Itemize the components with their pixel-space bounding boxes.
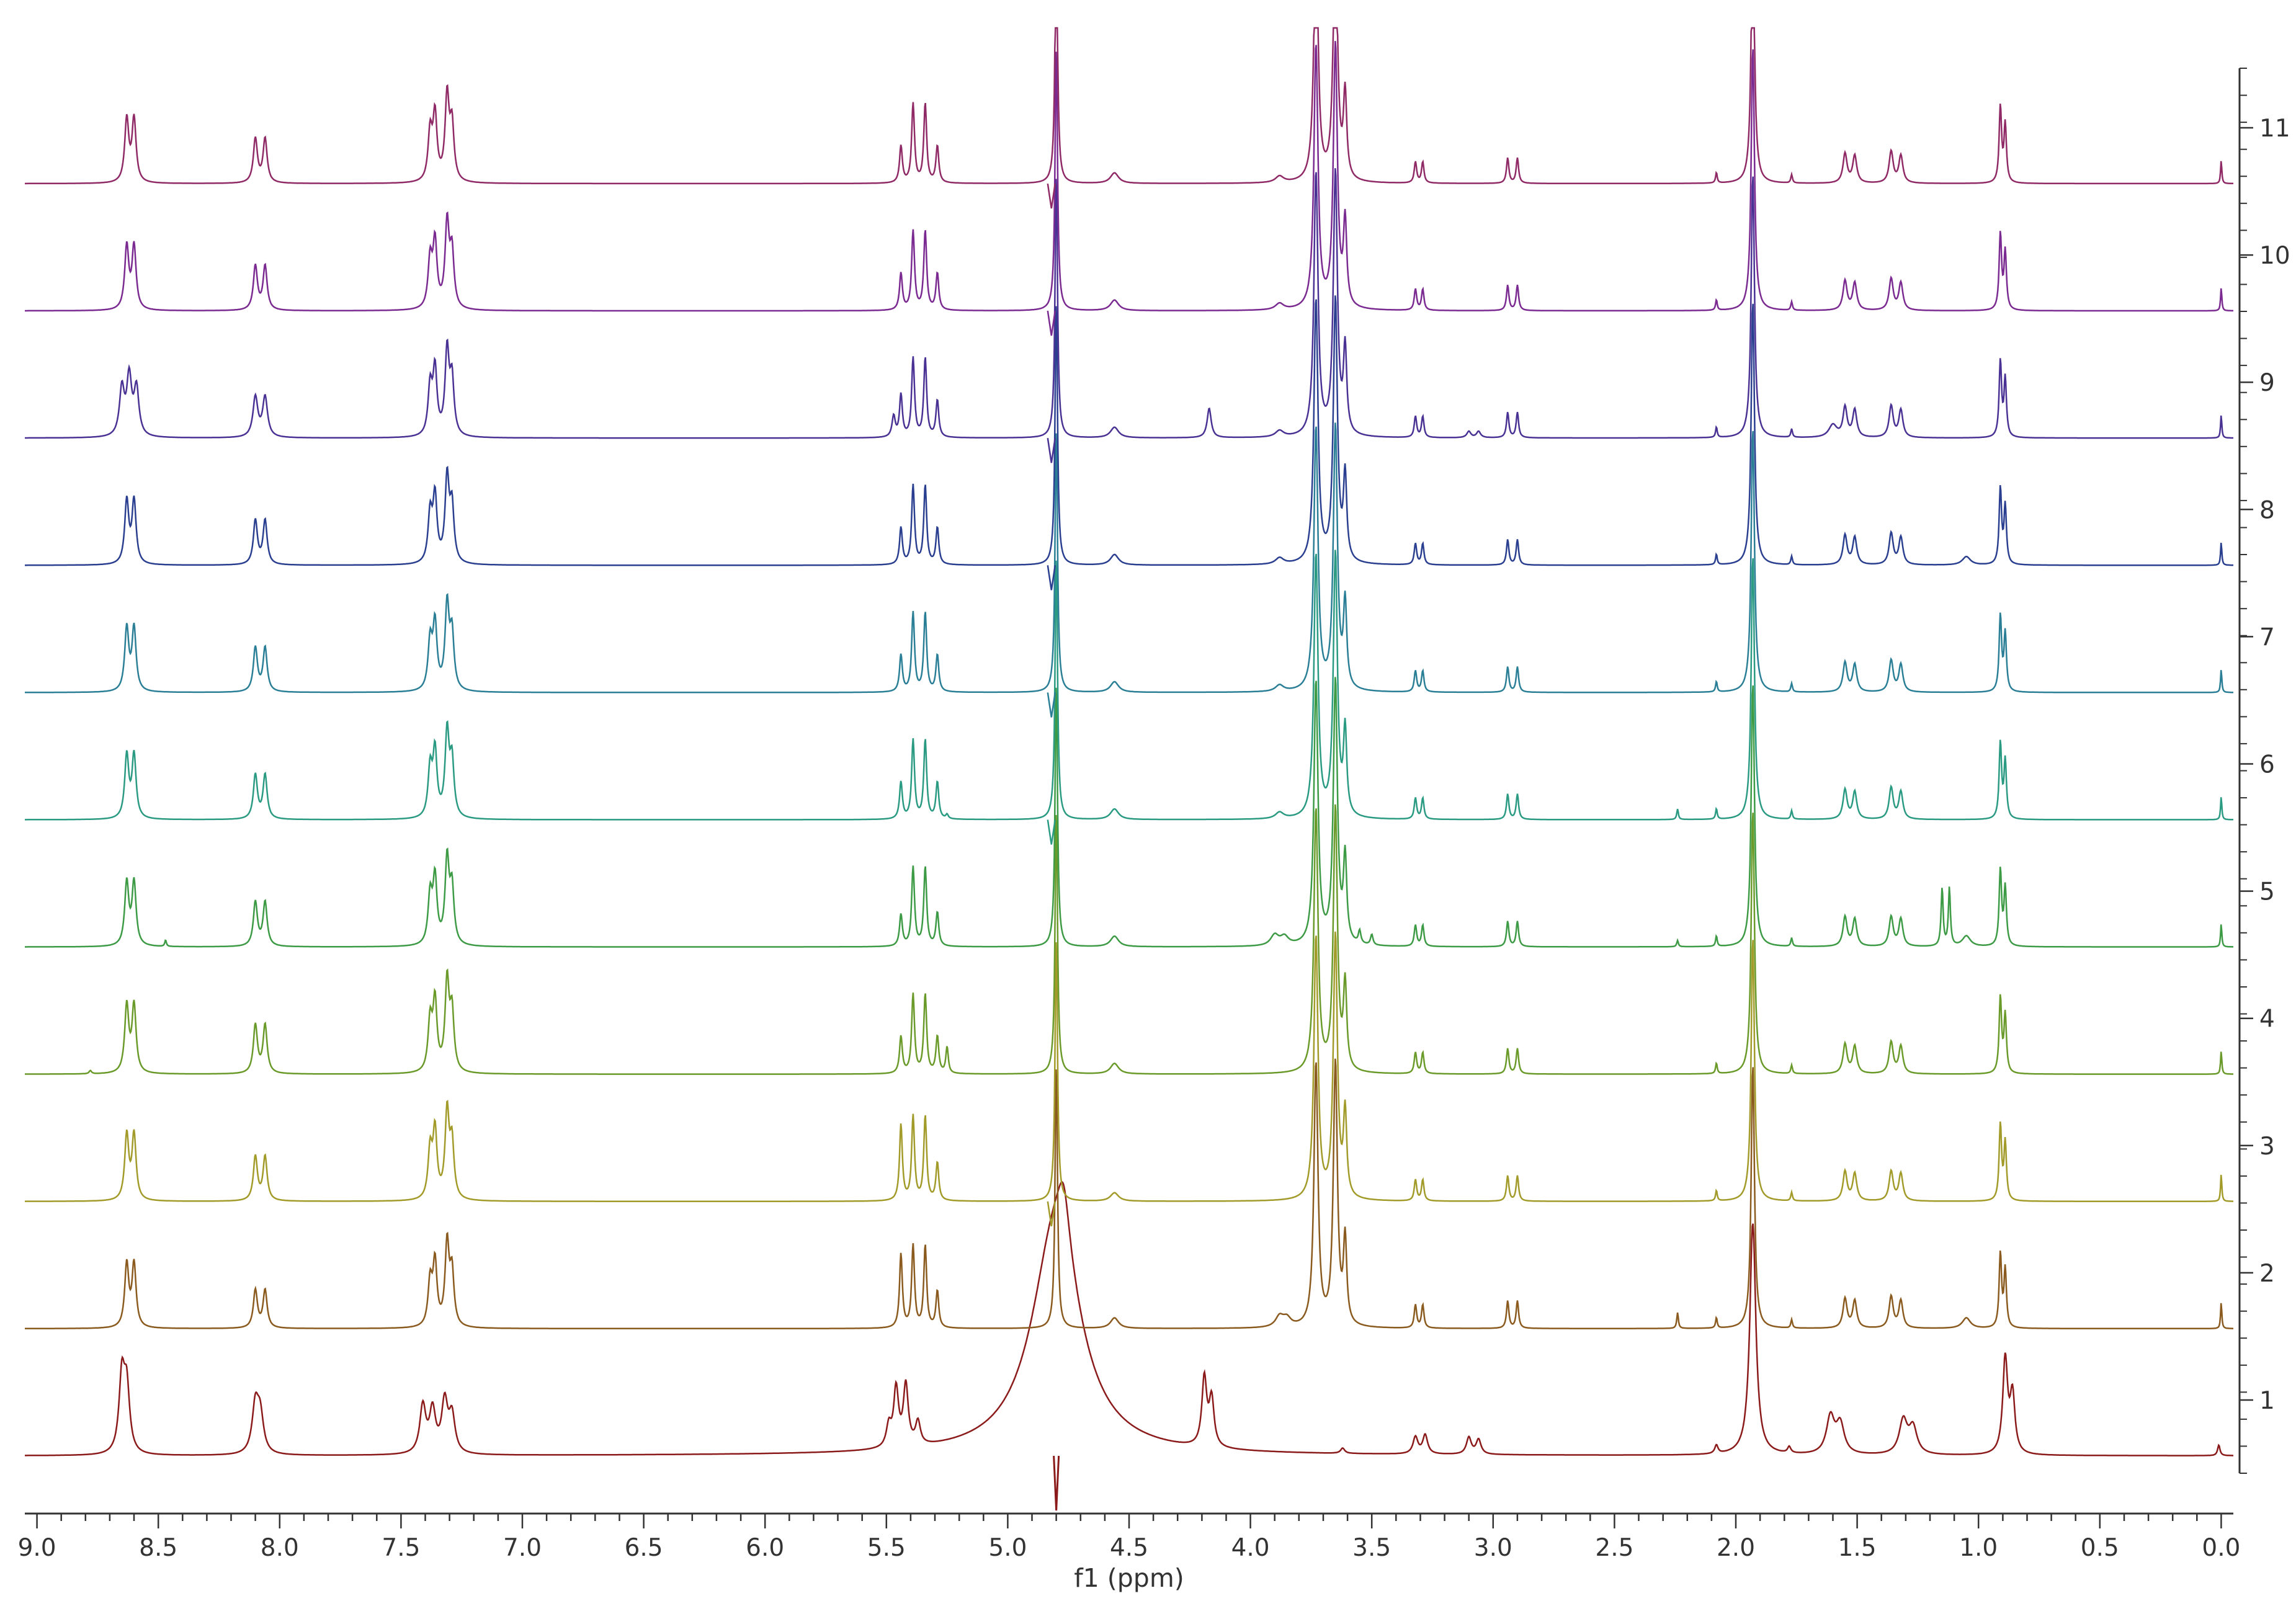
x-tick-label: 5.5 [867, 1534, 906, 1562]
water-dip-trace-7 [1047, 692, 1056, 718]
spectrum-trace-6 [25, 550, 2233, 821]
trace-index-label: 6 [2259, 751, 2275, 779]
x-tick-label: 4.5 [1110, 1534, 1148, 1562]
x-tick-label: 7.0 [503, 1534, 542, 1562]
x-tick-label: 6.5 [625, 1534, 663, 1562]
spectrum-trace-10 [25, 40, 2233, 312]
spectrum-trace-8 [25, 295, 2233, 566]
plot-area [25, 27, 2233, 1511]
spectrum-trace-1 [25, 1181, 2233, 1456]
spectrum-trace-5 [25, 677, 2233, 948]
x-tick-label: 3.5 [1352, 1534, 1391, 1562]
spectrum-trace-3 [25, 931, 2233, 1202]
trace-index-axis: 1 2 3 4 5 6 7 8 9 10 11 [2238, 68, 2290, 1474]
trace-index-label: 9 [2259, 369, 2275, 397]
x-tick-label: 1.0 [1959, 1534, 1998, 1562]
x-tick-label: 8.5 [139, 1534, 177, 1562]
x-tick-label: 3.0 [1474, 1534, 1512, 1562]
spectrum-trace-7 [25, 422, 2233, 694]
x-tick-label: 2.5 [1595, 1534, 1633, 1562]
trace-index-label: 10 [2259, 242, 2290, 270]
trace-index-label: 11 [2259, 115, 2290, 143]
x-axis: 9.0 8.5 8.0 7.5 7.0 6.5 6.0 5.5 5.0 4.5 4.0 3.5 3.0 2… [18, 1512, 2240, 1593]
trace-index-label: 7 [2259, 623, 2275, 651]
x-tick-label: 2.0 [1717, 1534, 1755, 1562]
trace-index-ticks: 1 2 3 4 5 6 7 8 9 10 11 [2240, 68, 2290, 1474]
x-tick-label: 0.0 [2202, 1534, 2240, 1562]
x-tick-label: 1.5 [1838, 1534, 1877, 1562]
x-axis-ticks: 9.0 8.5 8.0 7.5 7.0 6.5 6.0 5.5 5.0 4.5 4.0 3.5 3.0 2… [18, 1514, 2240, 1562]
trace-index-label: 2 [2259, 1260, 2275, 1288]
water-dip-trace-8 [1047, 565, 1056, 591]
trace-index-label: 3 [2259, 1133, 2275, 1161]
trace-index-label: 4 [2259, 1006, 2275, 1033]
trace-index-label: 8 [2259, 496, 2275, 524]
water-dip-trace-1 [1053, 1455, 1060, 1511]
spectrum-trace-11 [25, 27, 2233, 185]
spectrum-trace-4 [25, 804, 2233, 1075]
spectrum-trace-9 [25, 168, 2233, 439]
x-tick-label: 8.0 [261, 1534, 299, 1562]
trace-index-label: 5 [2259, 878, 2275, 906]
x-tick-label: 6.0 [746, 1534, 784, 1562]
x-axis-title: f1 (ppm) [1074, 1563, 1184, 1593]
x-tick-label: 7.5 [382, 1534, 420, 1562]
trace-index-label: 1 [2259, 1387, 2275, 1415]
water-dip-trace-10 [1047, 310, 1056, 336]
water-dip-trace-3 [1047, 1201, 1056, 1226]
x-tick-label: 4.0 [1231, 1534, 1270, 1562]
water-dip-trace-11 [1047, 183, 1056, 209]
spectra-traces [25, 27, 2233, 1511]
x-tick-label: 9.0 [18, 1534, 56, 1562]
water-dip-trace-9 [1047, 438, 1056, 463]
spectrum-trace-2 [25, 1058, 2233, 1330]
water-dip-trace-6 [1047, 819, 1056, 845]
x-tick-label: 5.0 [988, 1534, 1027, 1562]
x-tick-label: 0.5 [2081, 1534, 2119, 1562]
